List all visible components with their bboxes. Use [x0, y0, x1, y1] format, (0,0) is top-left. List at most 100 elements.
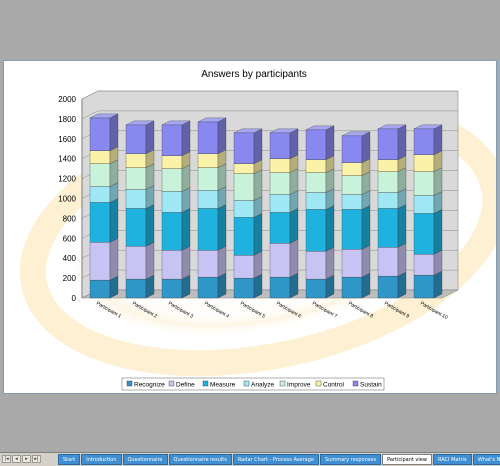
bar-front-face [161, 250, 183, 280]
y-tick-label: 1800 [58, 115, 76, 124]
bar-segment-measure [341, 205, 371, 250]
legend-label: Recognize [134, 382, 165, 389]
bar-front-face [125, 278, 147, 299]
legend-item: Define [168, 380, 195, 389]
bar-segment-define [413, 249, 443, 276]
sheet-nav-button[interactable]: ▸ [22, 455, 31, 463]
stacked-3d-bar-chart: Answers by participants 0 200 400 600 800 100… [19, 69, 496, 391]
bar-segment-analyze [161, 187, 191, 213]
bar-front-face [413, 128, 435, 155]
bar-front-face [305, 251, 327, 280]
legend-item: Control [315, 380, 345, 389]
bar-front-face [413, 171, 435, 196]
bar-segment-sustain [341, 131, 371, 163]
sheet-nav-button[interactable]: |◂ [2, 455, 11, 463]
bar-front-face [161, 191, 183, 213]
bar-side-face [217, 245, 227, 278]
bar-top-face [89, 113, 119, 119]
bar-front-face [161, 124, 183, 156]
bar-front-face [305, 278, 327, 299]
bar-front-face [89, 186, 111, 203]
y-tick-label: 0 [72, 294, 77, 303]
top-workspace-area [0, 0, 500, 58]
y-tick-label: 1200 [58, 175, 76, 184]
chart-object[interactable]: Answers by participants 0 200 400 600 800 100… [3, 60, 497, 394]
bar-front-face [197, 208, 219, 251]
bar-front-face [341, 194, 363, 210]
bar-segment-sustain [197, 117, 227, 154]
bar-front-face [89, 242, 111, 281]
bar-side-face [253, 169, 263, 201]
legend-swatch [168, 380, 175, 387]
bar-segment-control [233, 159, 263, 174]
legend-swatch [243, 380, 250, 387]
y-tick-label: 600 [63, 234, 77, 243]
sheet-tab[interactable]: Participant view [382, 454, 432, 465]
bar-segment-sustain [269, 128, 299, 159]
y-tick-label: 2000 [58, 95, 76, 104]
sheet-tab[interactable]: Start [58, 454, 81, 465]
bar-side-face [397, 204, 407, 248]
bar-front-face [377, 159, 399, 172]
bar-front-face [341, 135, 363, 163]
bar-segment-analyze [197, 186, 227, 209]
bar-front-face [161, 278, 183, 299]
y-tick-label: 1400 [58, 155, 76, 164]
sheet-nav-buttons: |◂ ◂ ▸ ▸| [2, 455, 41, 463]
bar-top-face [125, 120, 155, 126]
bar-front-face [269, 276, 291, 299]
bar-side-face [325, 125, 335, 160]
bar-front-face [233, 200, 255, 218]
bar-segment-analyze [341, 190, 371, 210]
bar-side-face [253, 128, 263, 164]
bar-front-face [413, 213, 435, 255]
sheet-nav-button[interactable]: ▸| [32, 455, 41, 463]
bar-segment-sustain [89, 113, 119, 151]
bar-segment-improve [413, 167, 443, 196]
sheet-tab[interactable]: What's Next [472, 454, 500, 465]
bar-front-face [89, 150, 111, 164]
bar-segment-control [305, 155, 335, 173]
bar-side-face [145, 204, 155, 247]
bar-front-face [269, 132, 291, 159]
bar-front-face [125, 167, 147, 190]
sheet-tab[interactable]: Summary responses [320, 454, 382, 465]
bar-side-face [289, 128, 299, 159]
sheet-nav-button[interactable]: ◂ [12, 455, 21, 463]
sheet-tab[interactable]: Introduction [81, 454, 122, 465]
legend-swatch [315, 380, 322, 387]
bar-segment-sustain [233, 128, 263, 164]
legend-label: Analyze [251, 382, 275, 389]
bar-segment-control [197, 149, 227, 168]
bar-segment-recognize [377, 271, 407, 299]
bar-side-face [433, 270, 443, 299]
bar-front-face [233, 163, 255, 174]
sheet-tab[interactable]: Questionnaire results [168, 454, 232, 465]
bar-front-face [269, 172, 291, 195]
bar-front-face [269, 243, 291, 278]
bar-front-face [233, 173, 255, 201]
bar-front-face [413, 154, 435, 172]
sheet-tab[interactable]: Questionnaire [122, 454, 168, 465]
bar-side-face [361, 131, 371, 163]
bar-front-face [161, 155, 183, 169]
bar-segment-measure [89, 198, 119, 243]
legend-label: Improve [287, 382, 311, 389]
bar-side-face [325, 168, 335, 193]
bar-side-face [181, 208, 191, 251]
bar-side-face [433, 167, 443, 196]
bar-front-face [125, 189, 147, 209]
bar-front-face [161, 212, 183, 251]
bar-front-face [197, 153, 219, 168]
bar-front-face [197, 167, 219, 191]
bar-top-face [377, 124, 407, 129]
sheet-tab[interactable]: Radar Chart - Process Average [232, 454, 319, 465]
bar-segment-sustain [305, 125, 335, 160]
sheet-tab[interactable]: RACI Matrix [432, 454, 472, 465]
bar-segment-control [89, 146, 119, 164]
bar-segment-measure [413, 209, 443, 255]
legend-swatch [352, 380, 359, 387]
bar-side-face [145, 242, 155, 280]
bar-segment-improve [197, 163, 227, 191]
y-tick-label: 400 [63, 254, 77, 263]
